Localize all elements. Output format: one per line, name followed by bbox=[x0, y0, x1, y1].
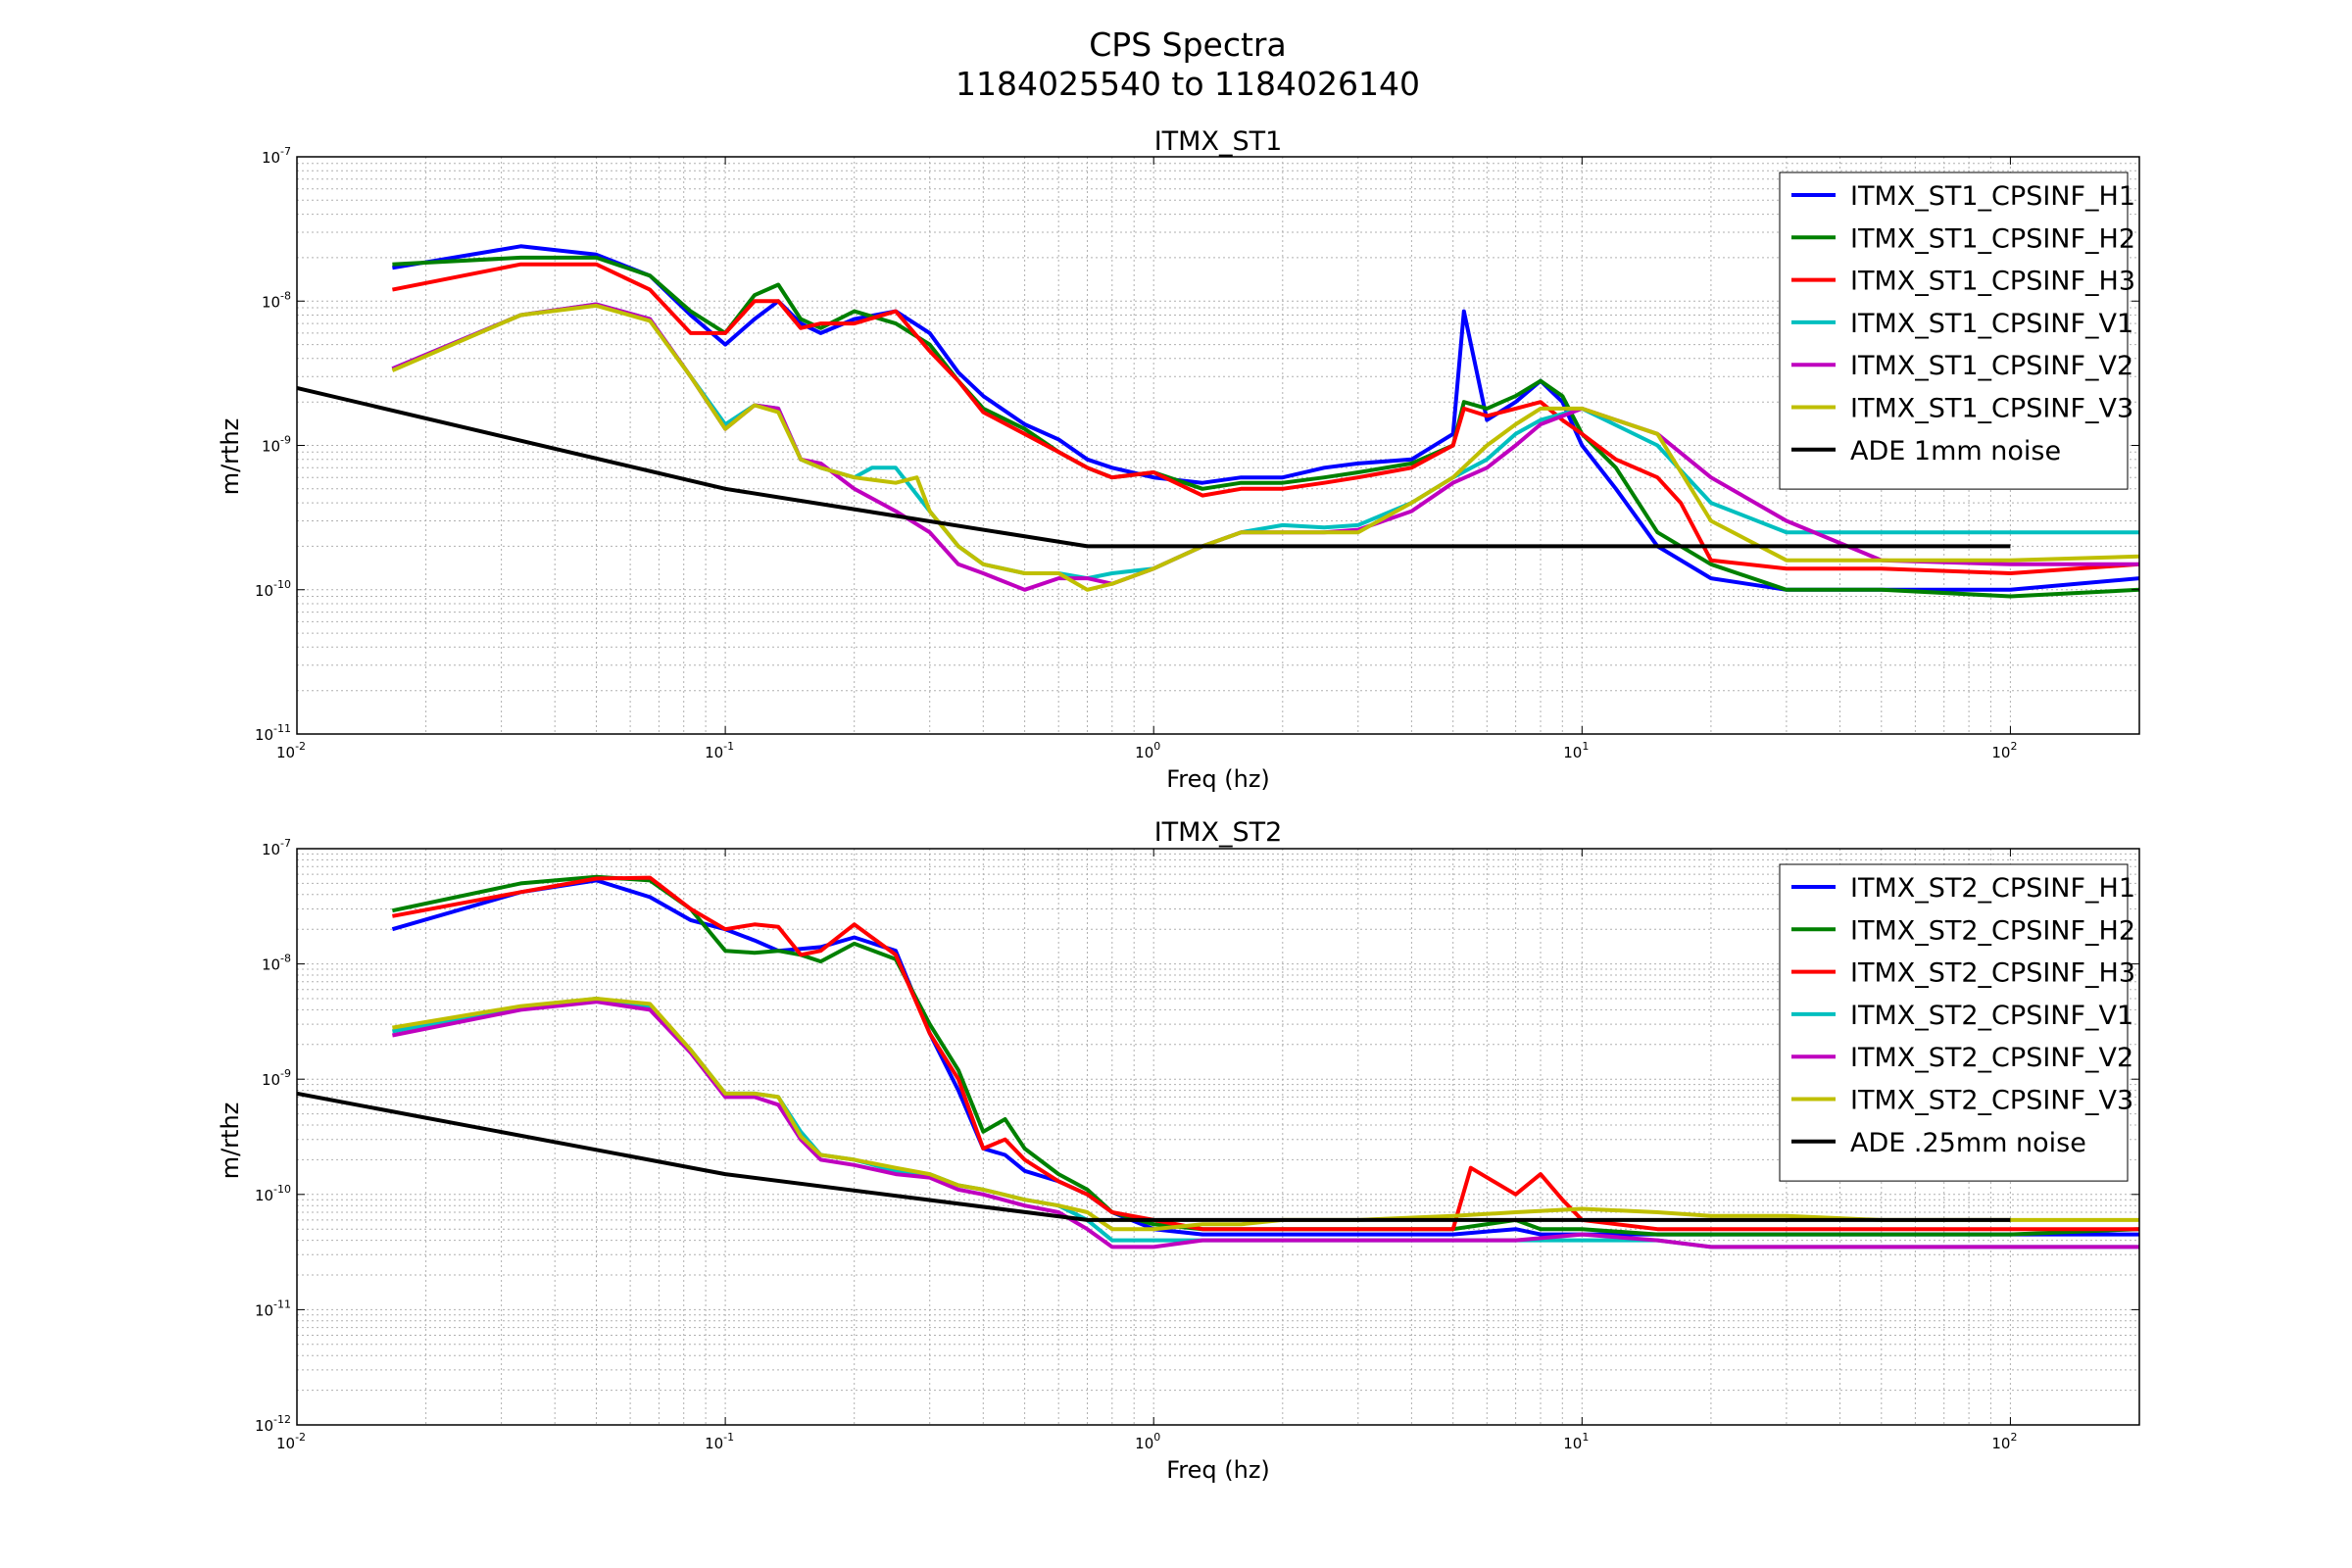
y-tick-exponent: -10 bbox=[273, 578, 291, 591]
panel-itmx-st1: ITMX_ST1 Freq (hz) m/rthz 10-2 10-1 100 101… bbox=[217, 126, 2140, 793]
x-axis-label: Freq (hz) bbox=[1166, 765, 1270, 793]
legend-box bbox=[1779, 172, 2129, 490]
plot-frame bbox=[296, 848, 2140, 1426]
legend-label: ITMX_ST2_CPSINF_H3 bbox=[1850, 958, 2135, 989]
legend-label: ITMX_ST2_CPSINF_V3 bbox=[1850, 1086, 2133, 1116]
y-axis-label: m/rthz bbox=[217, 1102, 244, 1180]
series-line-itmx-st2-cpsinf-v3 bbox=[392, 997, 2139, 1232]
x-axis-label: Freq (hz) bbox=[1166, 1456, 1270, 1484]
legend-label: ADE .25mm noise bbox=[1850, 1128, 2086, 1158]
series-line-itmx-st2-cpsinf-h2 bbox=[391, 874, 2139, 1237]
series-line-itmx-st2-cpsinf-v2 bbox=[392, 1000, 2139, 1250]
series-line-itmx-st1-cpsinf-v3 bbox=[391, 303, 2139, 592]
y-tick-exponent: -8 bbox=[280, 953, 291, 965]
series-group bbox=[297, 874, 2139, 1250]
series-line-itmx-st1-cpsinf-h3 bbox=[392, 262, 2139, 575]
legend-box bbox=[1779, 863, 2129, 1182]
y-tick-exponent: -12 bbox=[273, 1413, 291, 1426]
y-tick-exponent: -7 bbox=[280, 837, 291, 850]
x-tick-exponent: 0 bbox=[1153, 1431, 1160, 1444]
x-tick-exponent: 2 bbox=[2010, 740, 2017, 753]
y-tick-exponent: -9 bbox=[280, 434, 291, 447]
legend: ITMX_ST2_CPSINF_H1 ITMX_ST2_CPSINF_H2 ITMX… bbox=[1779, 863, 2135, 1182]
legend-label: ITMX_ST2_CPSINF_V2 bbox=[1850, 1043, 2133, 1073]
series-group bbox=[297, 244, 2139, 599]
figure-title: CPS Spectra bbox=[1089, 25, 1286, 64]
legend-label: ITMX_ST1_CPSINF_V2 bbox=[1850, 351, 2133, 381]
legend: ITMX_ST1_CPSINF_H1 ITMX_ST1_CPSINF_H2 ITMX… bbox=[1779, 172, 2135, 490]
x-tick-exponent: 1 bbox=[1582, 740, 1589, 753]
legend-label: ADE 1mm noise bbox=[1850, 436, 2061, 466]
x-tick-exponent: 1 bbox=[1582, 1431, 1589, 1444]
legend-label: ITMX_ST2_CPSINF_V1 bbox=[1850, 1001, 2133, 1031]
x-tick-exponent: 2 bbox=[2010, 1431, 2017, 1444]
panel-title: ITMX_ST2 bbox=[1154, 817, 1283, 848]
legend-label: ITMX_ST2_CPSINF_H2 bbox=[1850, 915, 2135, 946]
y-tick-exponent: -10 bbox=[273, 1183, 291, 1196]
x-tick-exponent: -1 bbox=[723, 1431, 734, 1444]
x-tick-exponent: -1 bbox=[723, 740, 734, 753]
x-tick-exponent: 0 bbox=[1153, 740, 1160, 753]
legend-label: ITMX_ST1_CPSINF_H1 bbox=[1850, 181, 2135, 212]
y-tick-exponent: -7 bbox=[280, 145, 291, 158]
y-axis-label: m/rthz bbox=[217, 418, 244, 496]
panel-title: ITMX_ST1 bbox=[1154, 126, 1283, 157]
x-tick-exponent: -2 bbox=[295, 740, 306, 753]
y-tick-exponent: -11 bbox=[273, 722, 291, 735]
legend-label: ITMX_ST2_CPSINF_H1 bbox=[1850, 873, 2135, 904]
series-line-ade-25mm-noise bbox=[297, 1091, 2011, 1222]
panel-itmx-st2: ITMX_ST2 Freq (hz) m/rthz 10-2 10-1 100 101… bbox=[217, 817, 2140, 1484]
y-tick-exponent: -8 bbox=[280, 289, 291, 302]
y-tick-exponent: -9 bbox=[280, 1067, 291, 1080]
legend-label: ITMX_ST1_CPSINF_V3 bbox=[1850, 394, 2133, 424]
legend-label: ITMX_ST1_CPSINF_V1 bbox=[1850, 309, 2133, 339]
legend-label: ITMX_ST1_CPSINF_H3 bbox=[1850, 267, 2135, 297]
series-line-itmx-st1-cpsinf-h2 bbox=[392, 255, 2139, 599]
legend-label: ITMX_ST1_CPSINF_H2 bbox=[1850, 223, 2135, 254]
x-tick-exponent: -2 bbox=[295, 1431, 306, 1444]
series-line-ade-1mm-noise bbox=[297, 385, 2011, 549]
figure-subtitle: 1184025540 to 1184026140 bbox=[956, 65, 1420, 103]
y-tick-exponent: -11 bbox=[273, 1298, 291, 1310]
